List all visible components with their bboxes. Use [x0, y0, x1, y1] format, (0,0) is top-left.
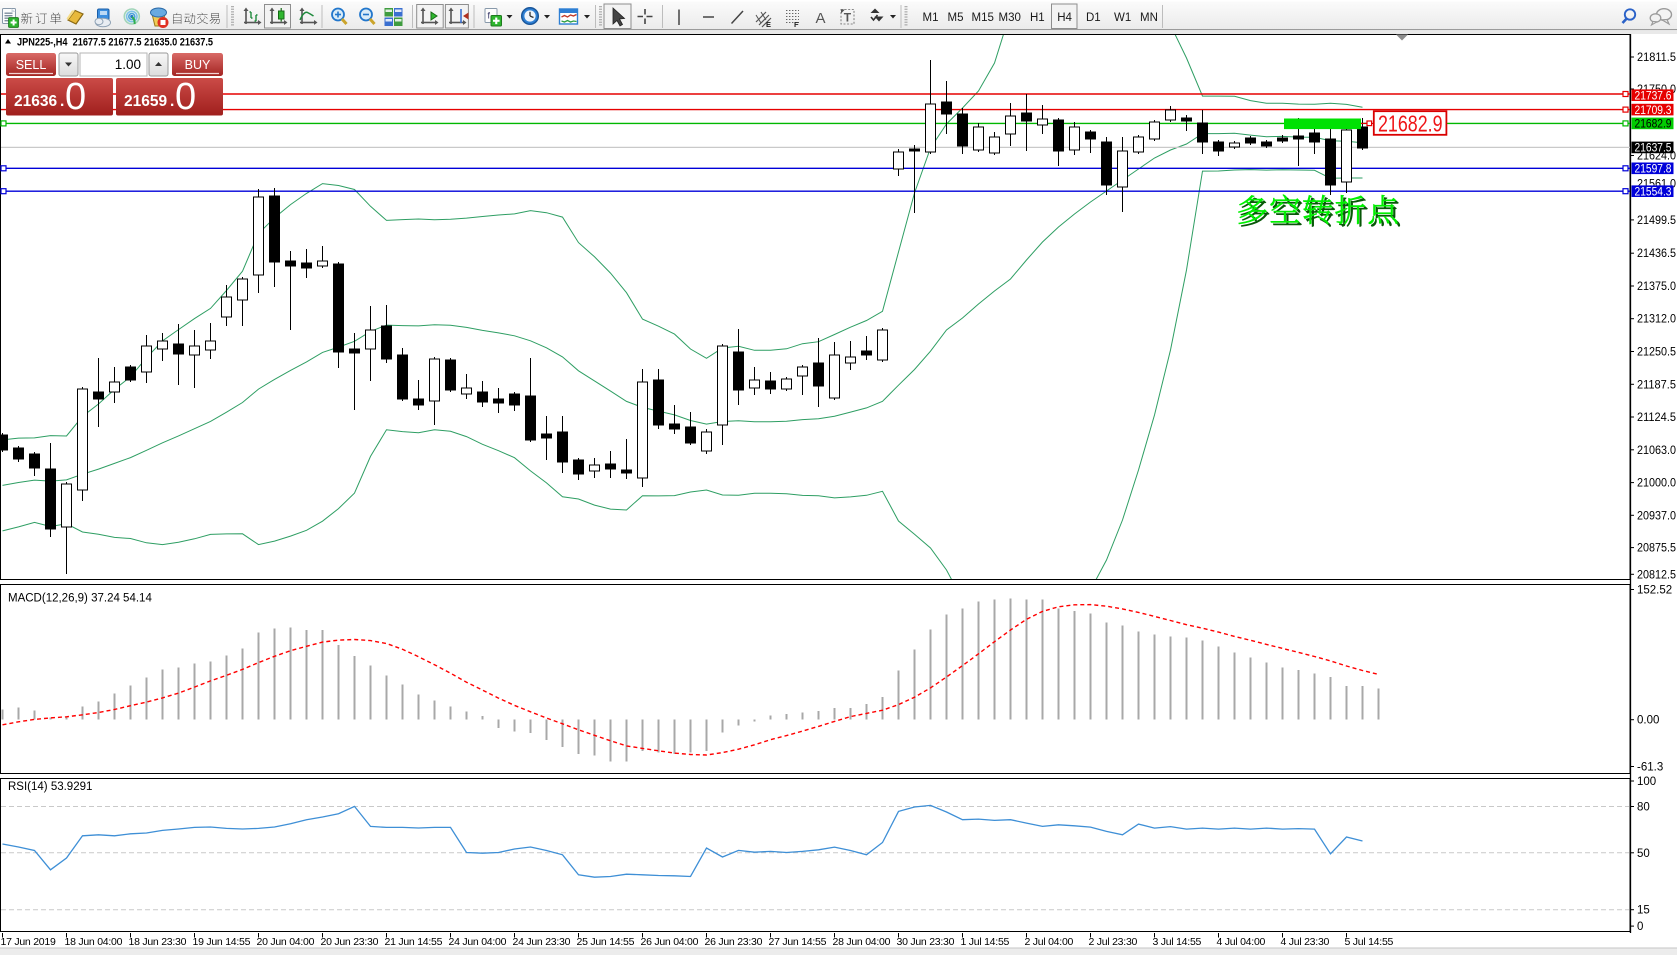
svg-text:BUY: BUY: [185, 58, 211, 72]
svg-text:21636: 21636: [14, 93, 57, 110]
svg-text:21250.5: 21250.5: [1637, 347, 1676, 359]
svg-text:M15: M15: [972, 12, 994, 24]
svg-text:21312.0: 21312.0: [1637, 314, 1676, 326]
svg-text:MACD(12,26,9) 37.24 54.14: MACD(12,26,9) 37.24 54.14: [8, 593, 152, 605]
svg-text:21637.5: 21637.5: [1635, 143, 1672, 155]
svg-text:20875.5: 20875.5: [1637, 543, 1676, 555]
svg-text:4 Jul 23:30: 4 Jul 23:30: [1281, 936, 1330, 948]
svg-text:20 Jun 04:00: 20 Jun 04:00: [257, 936, 315, 948]
svg-text:H1: H1: [1030, 12, 1045, 24]
svg-text:0.00: 0.00: [1637, 715, 1659, 727]
svg-text:21554.3: 21554.3: [1635, 186, 1672, 198]
svg-text:21000.0: 21000.0: [1637, 478, 1676, 490]
svg-text:50: 50: [1637, 848, 1650, 860]
svg-text:17 Jun 2019: 17 Jun 2019: [1, 936, 56, 948]
svg-text:E: E: [766, 20, 771, 29]
svg-text:M30: M30: [999, 12, 1021, 24]
svg-text:1 Jul 14:55: 1 Jul 14:55: [961, 936, 1010, 948]
svg-text:MN: MN: [1140, 12, 1158, 24]
svg-text:RSI(14) 53.9291: RSI(14) 53.9291: [8, 781, 92, 793]
svg-text:1.00: 1.00: [115, 57, 141, 72]
svg-text:30 Jun 23:30: 30 Jun 23:30: [897, 936, 955, 948]
svg-text:21499.5: 21499.5: [1637, 215, 1676, 227]
svg-text:21187.5: 21187.5: [1637, 379, 1676, 391]
svg-text:24 Jun 23:30: 24 Jun 23:30: [513, 936, 571, 948]
svg-text:W1: W1: [1114, 12, 1131, 24]
svg-text:21709.3: 21709.3: [1635, 105, 1672, 117]
svg-text:21597.8: 21597.8: [1635, 164, 1672, 176]
svg-text:f: f: [488, 11, 491, 21]
svg-text:21811.5: 21811.5: [1637, 52, 1676, 64]
svg-text:15: 15: [1637, 905, 1650, 917]
svg-text:28 Jun 04:00: 28 Jun 04:00: [833, 936, 891, 948]
svg-text:F: F: [794, 20, 799, 29]
svg-text:M5: M5: [948, 12, 964, 24]
svg-text:26 Jun 04:00: 26 Jun 04:00: [641, 936, 699, 948]
svg-text:20937.0: 20937.0: [1637, 510, 1676, 522]
svg-text:0: 0: [175, 76, 196, 118]
svg-text:T: T: [844, 11, 852, 25]
svg-text:21063.0: 21063.0: [1637, 445, 1676, 457]
svg-text:25 Jun 14:55: 25 Jun 14:55: [577, 936, 635, 948]
svg-text:24 Jun 04:00: 24 Jun 04:00: [449, 936, 507, 948]
svg-text:26 Jun 23:30: 26 Jun 23:30: [705, 936, 763, 948]
svg-text:20812.5: 20812.5: [1637, 569, 1676, 581]
svg-text:18 Jun 23:30: 18 Jun 23:30: [129, 936, 187, 948]
svg-text:2 Jul 04:00: 2 Jul 04:00: [1025, 936, 1074, 948]
svg-text:.: .: [60, 93, 64, 110]
svg-text:21124.5: 21124.5: [1637, 412, 1676, 424]
svg-text:-61.3: -61.3: [1637, 762, 1663, 774]
svg-text:21624.0: 21624.0: [1637, 151, 1676, 163]
svg-text:2 Jul 23:30: 2 Jul 23:30: [1089, 936, 1138, 948]
svg-text:A: A: [816, 10, 826, 27]
svg-text:21737.6: 21737.6: [1635, 90, 1672, 102]
svg-text:152.52: 152.52: [1637, 585, 1672, 597]
svg-text:H4: H4: [1057, 12, 1072, 24]
svg-text:21 Jun 14:55: 21 Jun 14:55: [385, 936, 443, 948]
svg-text:21436.5: 21436.5: [1637, 248, 1676, 260]
svg-text:4 Jul 04:00: 4 Jul 04:00: [1217, 936, 1266, 948]
svg-text:0: 0: [1637, 921, 1643, 933]
svg-text:100: 100: [1637, 776, 1656, 788]
svg-text:19 Jun 14:55: 19 Jun 14:55: [193, 936, 251, 948]
svg-text:3 Jul 14:55: 3 Jul 14:55: [1153, 936, 1202, 948]
svg-text:21682.9: 21682.9: [1635, 119, 1672, 131]
svg-text:21659: 21659: [124, 93, 167, 110]
svg-text:SELL: SELL: [16, 58, 47, 72]
svg-text:21682.9: 21682.9: [1378, 111, 1443, 137]
svg-text:80: 80: [1637, 802, 1650, 814]
svg-text:5 Jul 14:55: 5 Jul 14:55: [1345, 936, 1394, 948]
svg-text:JPN225-,H4 21677.5 21677.5 21: JPN225-,H4 21677.5 21677.5 21635.0 21637…: [17, 37, 213, 49]
svg-text:18 Jun 04:00: 18 Jun 04:00: [65, 936, 123, 948]
svg-text:M1: M1: [923, 12, 939, 24]
svg-text:20 Jun 23:30: 20 Jun 23:30: [321, 936, 379, 948]
svg-text:.: .: [170, 93, 174, 110]
svg-text:27 Jun 14:55: 27 Jun 14:55: [769, 936, 827, 948]
svg-text:0: 0: [65, 76, 86, 118]
svg-text:21375.0: 21375.0: [1637, 281, 1676, 293]
svg-text:D1: D1: [1086, 12, 1101, 24]
